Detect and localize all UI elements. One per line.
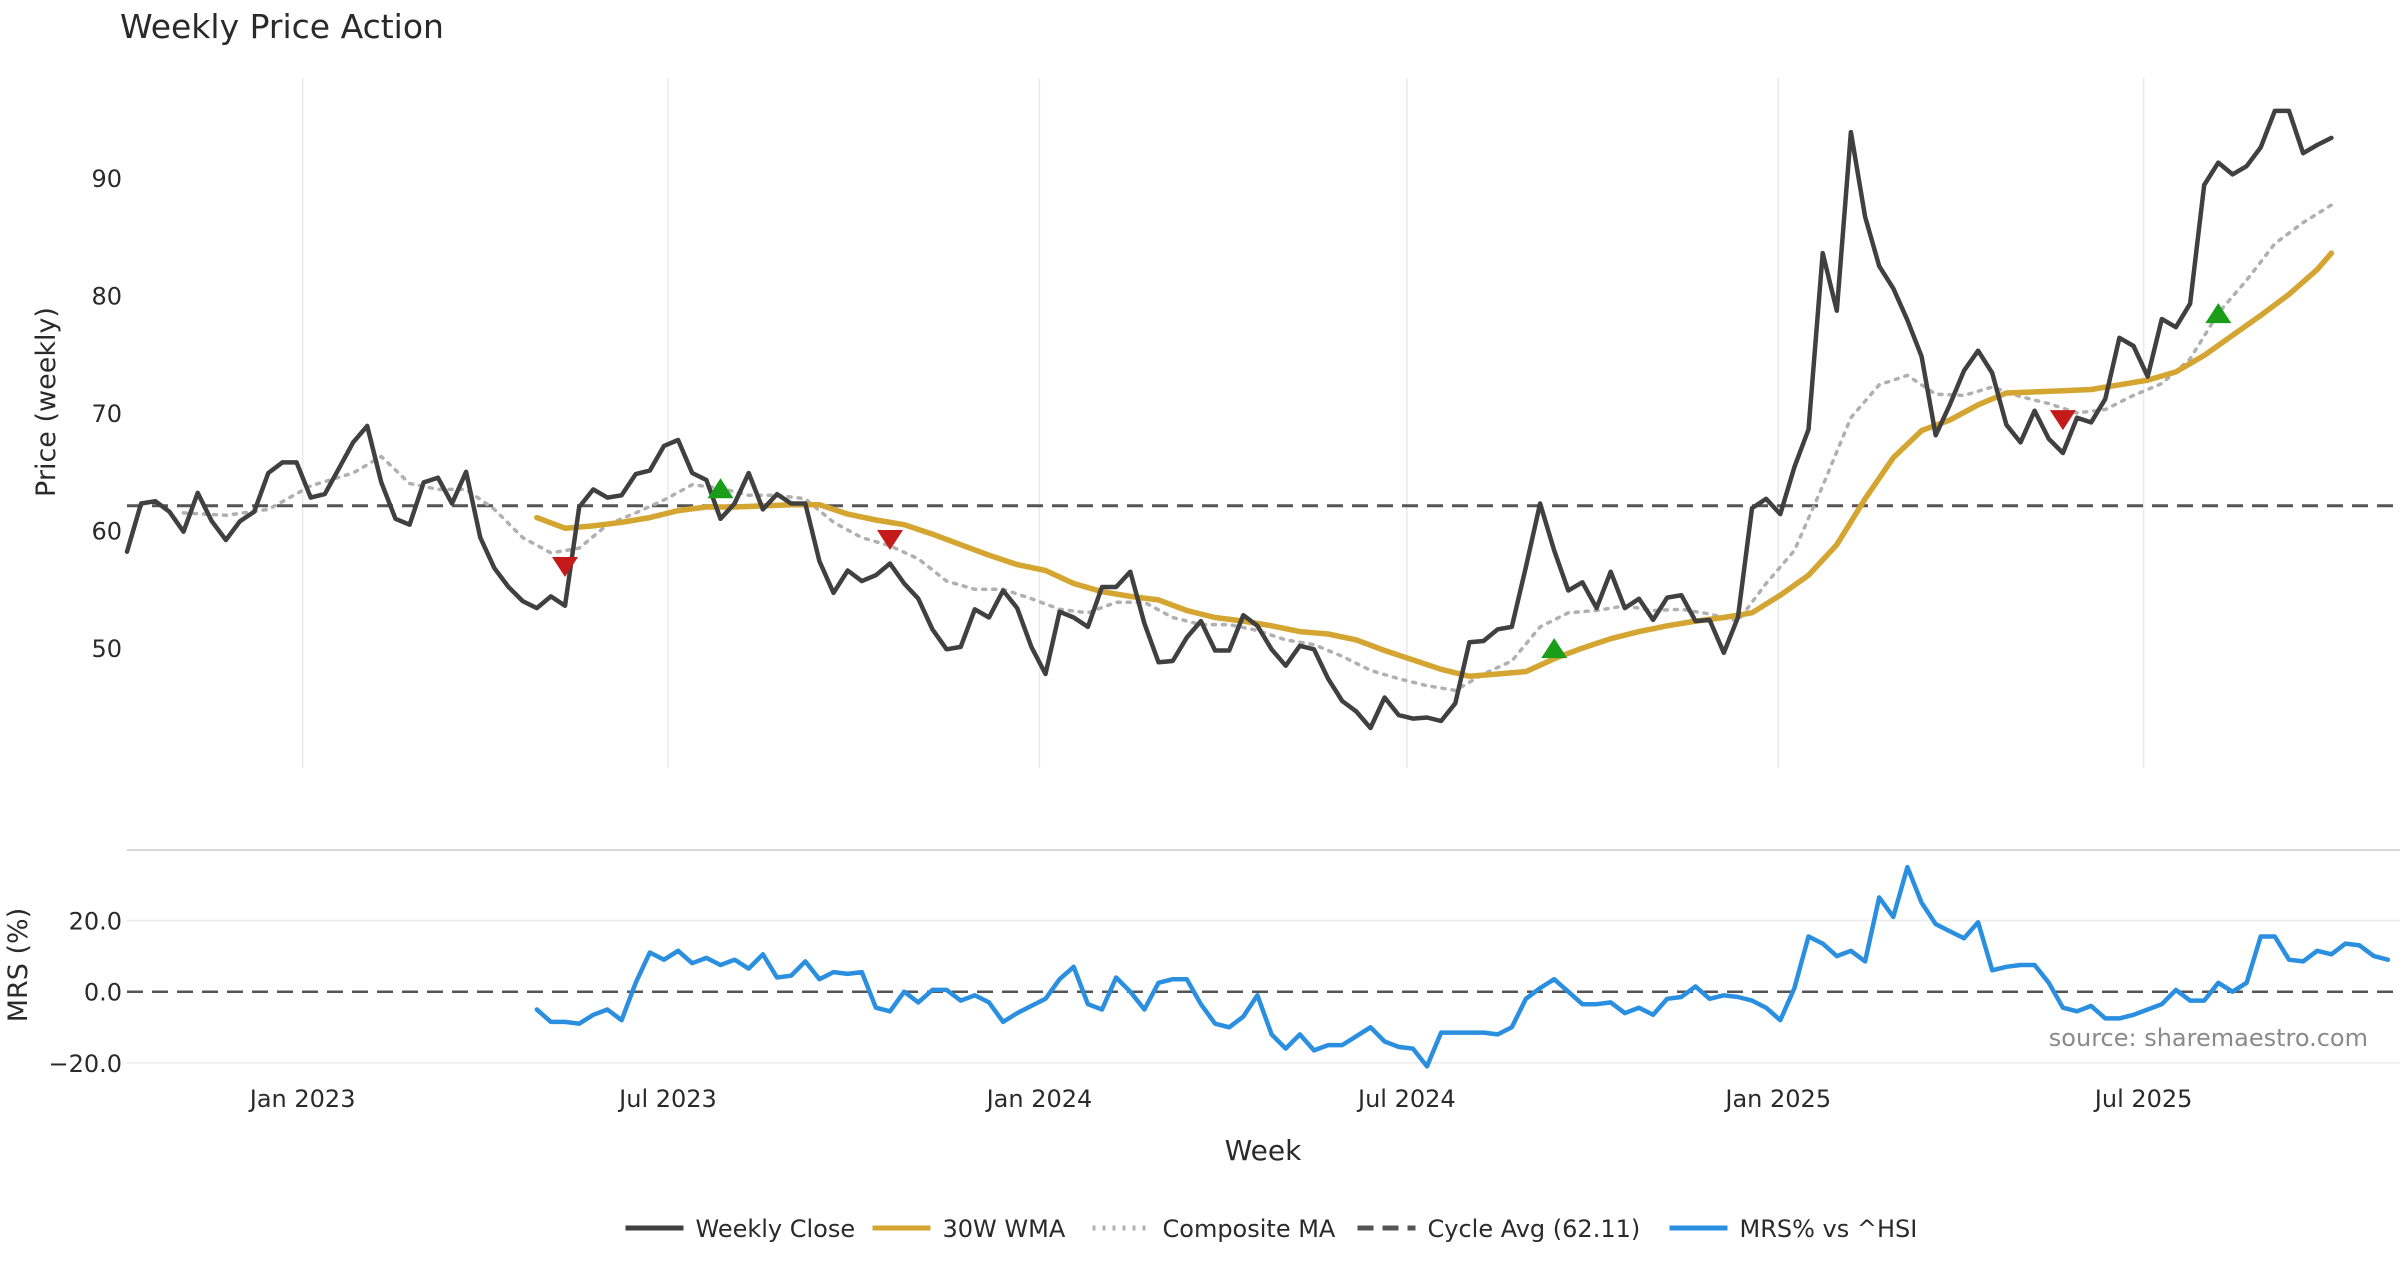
mrs-y-axis-label: MRS (%) <box>3 908 34 1023</box>
legend-label: Composite MA <box>1163 1215 1336 1243</box>
series-line-mrs <box>534 864 2391 1069</box>
source-note: source: sharemaestro.com <box>2049 1024 2368 1052</box>
signal-up-marker <box>2205 303 2232 324</box>
legend-label: MRS% vs ^HSI <box>1740 1215 1918 1243</box>
mrs-y-tick-labels: 20.0 0.0 −20.0 <box>48 908 122 1078</box>
y-tick-label: −20.0 <box>48 1050 122 1078</box>
y-tick-label: 60 <box>91 518 122 546</box>
legend-item: Weekly Close <box>625 1215 856 1243</box>
legend-label: 30W WMA <box>943 1215 1066 1243</box>
x-tick-labels: Jan 2023 Jul 2023 Jan 2024 Jul 2024 Jan 2025… <box>248 1085 2193 1113</box>
series-line-30w-wma <box>534 250 2335 680</box>
x-tick-label: Jan 2024 <box>985 1085 1093 1113</box>
y-tick-label: 80 <box>91 282 122 310</box>
price-panel-series <box>124 108 2335 731</box>
y-tick-label: 20.0 <box>69 908 122 936</box>
x-tick-label: Jul 2023 <box>617 1085 717 1113</box>
chart-legend: Weekly Close 30W WMA Composite MA Cycle Avg… <box>625 1215 1918 1243</box>
y-tick-label: 50 <box>91 635 122 663</box>
legend-item: Cycle Avg (62.11) <box>1357 1215 1641 1243</box>
legend-item: Composite MA <box>1092 1215 1336 1243</box>
x-tick-label: Jan 2025 <box>1723 1085 1831 1113</box>
signal-up-marker <box>1541 638 1568 659</box>
legend-label: Weekly Close <box>696 1215 856 1243</box>
y-tick-label: 90 <box>91 165 122 193</box>
x-tick-label: Jul 2024 <box>1356 1085 1456 1113</box>
signal-down-marker <box>2049 410 2076 431</box>
price-y-tick-labels: 50 60 70 80 90 <box>91 165 122 663</box>
x-tick-label: Jan 2023 <box>248 1085 356 1113</box>
price-y-axis-label: Price (weekly) <box>31 307 62 497</box>
signal-markers <box>552 303 2232 659</box>
signal-up-marker <box>707 478 734 499</box>
chart-title: Weekly Price Action <box>120 7 444 46</box>
legend-item: 30W WMA <box>872 1215 1066 1243</box>
legend-item: MRS% vs ^HSI <box>1669 1215 1918 1243</box>
x-tick-label: Jul 2025 <box>2093 1085 2193 1113</box>
series-line-weekly-close <box>124 108 2334 731</box>
y-tick-label: 70 <box>91 400 122 428</box>
price-panel-gridlines <box>301 78 2145 768</box>
x-axis-label: Week <box>1225 1134 1302 1167</box>
series-line-composite-ma <box>181 203 2334 693</box>
y-tick-label: 0.0 <box>84 979 122 1007</box>
mrs-panel-series <box>534 864 2391 1069</box>
mrs-panel-gridlines <box>127 919 2400 1064</box>
signal-down-marker <box>877 530 903 550</box>
legend-label: Cycle Avg (62.11) <box>1428 1215 1641 1243</box>
signal-down-marker <box>552 557 578 577</box>
